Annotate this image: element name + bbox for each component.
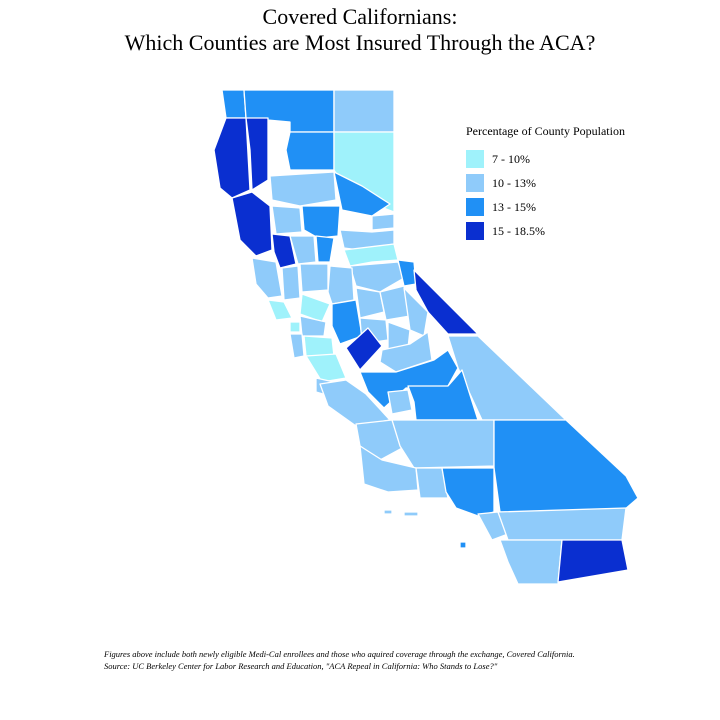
county-modoc[interactable] [333,89,395,133]
legend-label: 10 - 13% [492,175,536,190]
legend-item: 7 - 10% [466,147,625,171]
county-shasta[interactable] [285,131,335,171]
title-line-1: Covered Californians: [262,4,458,29]
county-merced[interactable] [345,327,383,371]
legend-swatch [466,198,484,216]
footer-note: Figures above include both newly eligibl… [104,649,575,659]
county-placer[interactable] [343,243,399,267]
legend-item: 10 - 13% [466,171,625,195]
county-colusa[interactable] [289,235,317,265]
catalina-island [459,541,467,549]
county-glenn[interactable] [271,205,303,235]
county-riverside[interactable] [497,507,627,541]
county-yuba-sutter[interactable] [315,235,335,263]
county-tuolumne[interactable] [403,287,429,337]
channel-islands [403,511,419,517]
county-del-norte[interactable] [221,89,247,119]
county-tehama[interactable] [269,171,337,207]
county-sonoma[interactable] [251,257,283,299]
legend-title: Percentage of County Population [466,124,625,138]
county-butte[interactable] [301,205,341,239]
county-contra-costa[interactable] [299,315,327,337]
legend-swatch [466,222,484,240]
county-humboldt[interactable] [213,117,251,199]
map-title: Covered Californians: Which Counties are… [0,4,720,56]
legend-item: 15 - 18.5% [466,219,625,243]
legend-swatch [466,150,484,168]
legend-label: 13 - 15% [492,199,536,214]
county-alameda[interactable] [303,335,335,357]
county-kern[interactable] [391,419,495,469]
county-san-bernardino[interactable] [493,419,639,513]
county-los-angeles[interactable] [441,467,495,517]
legend-swatch [466,174,484,192]
county-san-joaquin[interactable] [331,299,363,345]
county-sacramento[interactable] [327,265,355,305]
legend-item: 13 - 15% [466,195,625,219]
county-fresno[interactable] [359,349,459,409]
channel-islands [383,509,393,515]
title-line-2: Which Counties are Most Insured Through … [124,30,596,55]
county-san-mateo[interactable] [289,333,305,359]
county-lake[interactable] [271,233,297,269]
county-napa[interactable] [281,265,301,301]
county-alpine[interactable] [397,259,417,287]
county-santa-barbara[interactable] [359,445,419,493]
county-mono[interactable] [413,269,479,335]
footer-source: Source: UC Berkeley Center for Labor Res… [104,661,498,671]
county-mendocino[interactable] [231,191,273,257]
county-slo[interactable] [355,419,407,461]
county-yolo[interactable] [299,263,329,293]
county-trinity[interactable] [245,117,269,191]
county-kings[interactable] [387,389,413,415]
footer: Figures above include both newly eligibl… [104,648,575,672]
legend-label: 15 - 18.5% [492,223,545,238]
county-sf[interactable] [289,321,301,333]
county-san-diego[interactable] [499,539,563,585]
legend-label: 7 - 10% [492,151,530,166]
county-sierra[interactable] [371,213,395,231]
legend: Percentage of County Population 7 - 10% … [466,124,625,243]
county-plumas[interactable] [333,171,391,217]
county-el-dorado[interactable] [349,261,405,293]
county-santa-clara[interactable] [305,353,347,383]
county-imperial[interactable] [557,539,629,583]
county-marin[interactable] [267,299,293,321]
county-ventura[interactable] [415,467,449,499]
